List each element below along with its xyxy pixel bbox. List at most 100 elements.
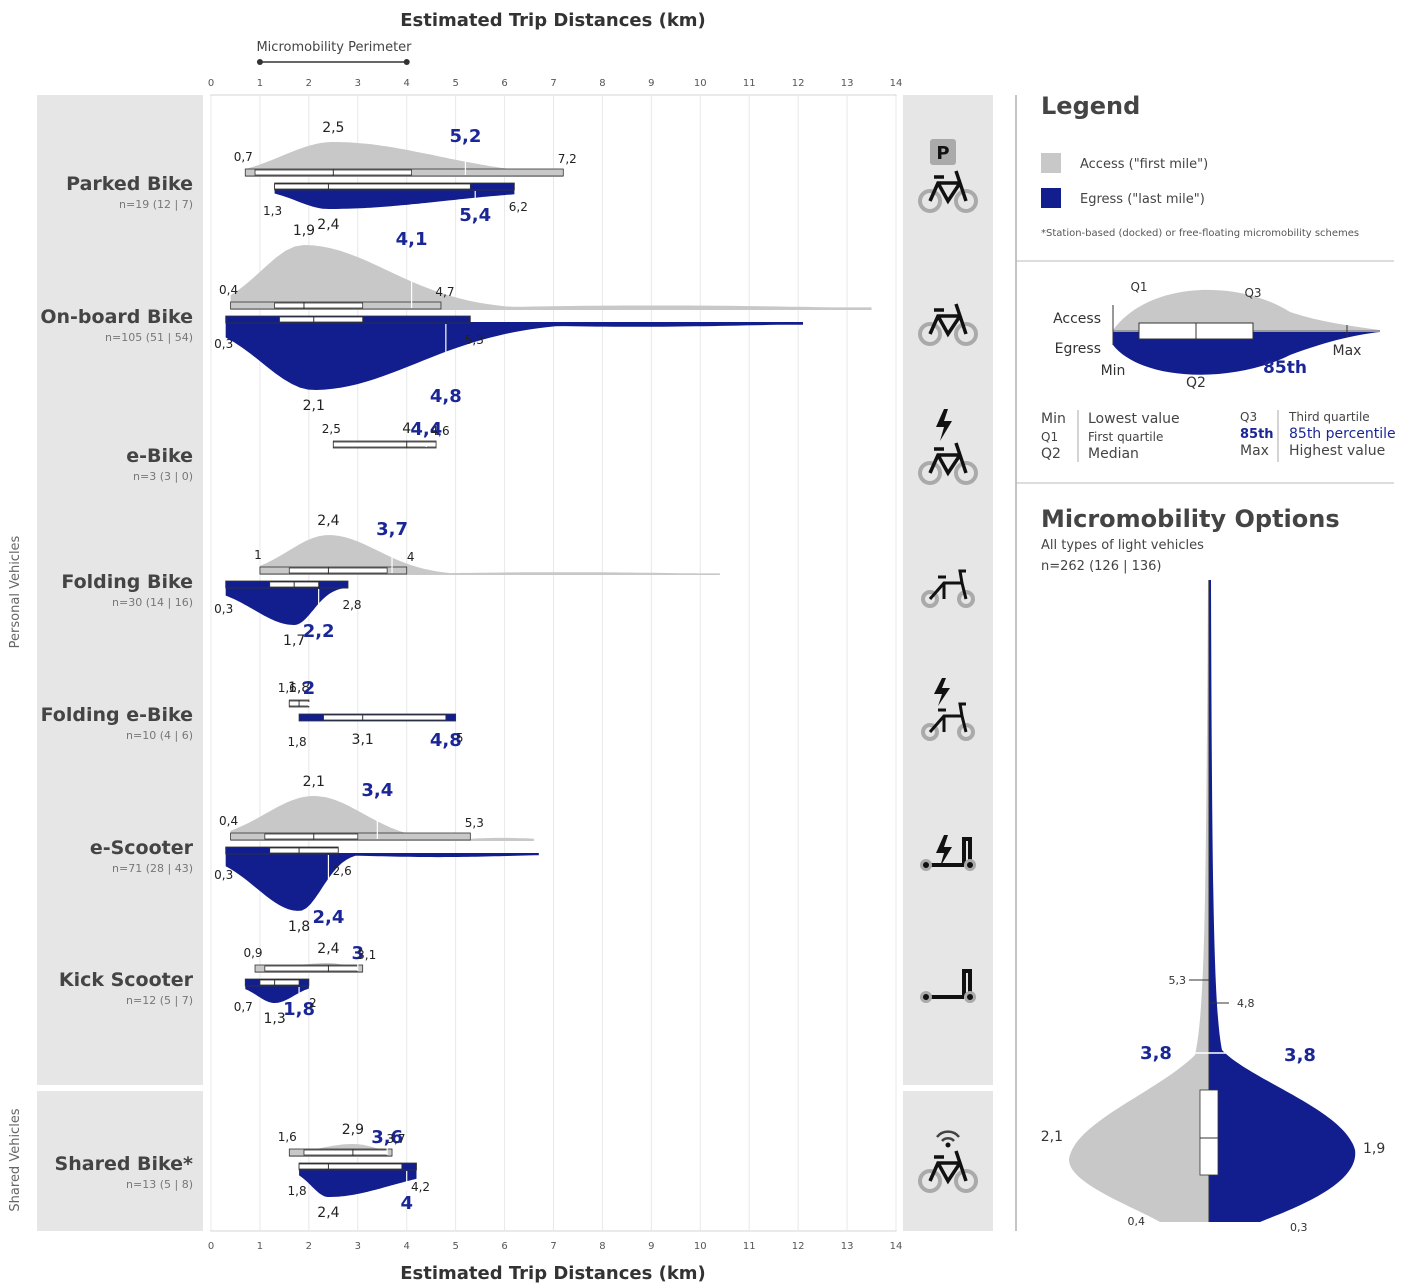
- tick-label: 0: [208, 78, 214, 89]
- egress-violin: [225, 853, 539, 911]
- perimeter-start: [256, 59, 263, 65]
- access-median-label: 2,1: [303, 774, 325, 790]
- access-max-label: 3,7: [386, 1132, 405, 1146]
- category-n: n=3 (3 | 0): [133, 470, 193, 483]
- legend-key-text: Highest value: [1289, 443, 1385, 459]
- category-label: On-board Bike: [40, 306, 193, 328]
- legend-p85-text: 85th: [1263, 358, 1307, 378]
- access-iqr-box: [274, 302, 364, 309]
- options-access-p85-label: 5,3: [1169, 974, 1187, 987]
- access-median-label: 1,8: [288, 680, 310, 696]
- legend-access-text: Access: [1053, 311, 1101, 327]
- options-violin: 5,3 4,8 3,8 3,8 2,1 1,9 0,4 0,3: [1041, 580, 1385, 1234]
- wheel: [954, 322, 978, 346]
- category-row: On-board Bike n=105 (51 | 54) 1,9 4,1 0,4 4,7…: [40, 223, 872, 414]
- bolt: [936, 409, 952, 441]
- egress-iqr-box: [279, 316, 364, 323]
- signal-arcs: [936, 1130, 960, 1142]
- parking-letter: P: [936, 143, 949, 164]
- access-min-label: 1,6: [278, 681, 297, 695]
- tick-label: 3: [355, 1241, 361, 1252]
- wheel: [918, 1169, 942, 1193]
- access-median-label: 2,5: [322, 120, 344, 136]
- egress-violin: [299, 1169, 417, 1197]
- egress-iqr-box: [274, 183, 471, 190]
- legend-egress-label: Egress ("last mile"): [1080, 192, 1205, 207]
- tick-label: 0: [208, 1241, 214, 1252]
- options-access-median-label: 3,8: [1140, 1043, 1172, 1064]
- stem: [962, 837, 972, 865]
- legend-key-text: First quartile: [1088, 430, 1163, 444]
- hub: [923, 994, 929, 1000]
- egress-iqr-box: [259, 979, 300, 986]
- frame: [928, 1150, 968, 1185]
- access-max-label: 3,1: [357, 948, 376, 962]
- egress-p85-label: 4: [400, 1193, 413, 1214]
- category-label: Folding Bike: [61, 571, 193, 593]
- axis-title-top: Estimated Trip Distances (km): [400, 10, 706, 31]
- access-min-label: 0,9: [243, 946, 262, 960]
- category-label: e-Scooter: [90, 837, 194, 859]
- legend-keys: Min Lowest value Q1 First quartile Q2 Median Q…: [1041, 410, 1396, 462]
- access-p85-label: 4,4: [410, 419, 442, 440]
- options-title: Micromobility Options: [1041, 505, 1340, 533]
- label-panel-personal: [37, 95, 203, 1085]
- wheel: [921, 723, 939, 741]
- egress-max-label: 2,8: [342, 598, 361, 612]
- egress-iqr-box: [323, 714, 447, 721]
- legend-key-abbr: Max: [1240, 443, 1269, 459]
- parked-bike-icon: P: [918, 139, 978, 213]
- legend-max-text: Max: [1333, 343, 1362, 359]
- access-median-label: 2,9: [342, 1122, 364, 1138]
- legend-min-text: Min: [1101, 363, 1126, 379]
- egress-min-label: 0,7: [234, 1000, 253, 1014]
- legend-key-abbr: Min: [1041, 411, 1066, 427]
- egress-p85-label: 1,8: [283, 999, 315, 1020]
- category-label: Shared Bike*: [55, 1153, 194, 1175]
- frame: [928, 702, 968, 733]
- wheel: [957, 590, 975, 608]
- tick-label: 13: [841, 1241, 854, 1252]
- tick-label: 5: [452, 78, 458, 89]
- tick-label: 12: [792, 78, 805, 89]
- egress-max-label: 2: [309, 996, 317, 1010]
- access-iqr-box: [303, 1149, 388, 1156]
- category-n: n=30 (14 | 16): [112, 596, 193, 609]
- options-iqr-box: [1199, 1089, 1219, 1176]
- egress-min-label: 0,3: [214, 868, 233, 882]
- x-axis-top: 0 1 2 3 4 5 6 7 8 9 10 11 12 13 14: [208, 78, 903, 89]
- perimeter-label: Micromobility Perimeter: [256, 40, 412, 55]
- egress-violin: [245, 985, 309, 1003]
- category-row: e-Bike n=3 (3 | 0) 4 4,4 2,5 4,6: [126, 419, 449, 483]
- tick-label: 8: [599, 1241, 605, 1252]
- tick-label: 9: [648, 1241, 654, 1252]
- access-max-label: 4,6: [431, 424, 450, 438]
- egress-min-label: 0,3: [214, 602, 233, 616]
- egress-max-label: 2,6: [333, 864, 352, 878]
- access-min-label: 2,5: [322, 422, 341, 436]
- legend-q1-label: Q1: [1130, 280, 1147, 294]
- legend-q2-text: Q2: [1186, 375, 1206, 391]
- legend-access-violin: [1113, 289, 1380, 330]
- access-violin: [259, 535, 720, 575]
- egress-p85-label: 2,2: [303, 621, 335, 642]
- category-n: n=19 (12 | 7): [119, 198, 193, 211]
- frame: [928, 569, 968, 600]
- category-n: n=12 (5 | 7): [126, 994, 193, 1007]
- access-max-label: 4: [407, 550, 415, 564]
- group-label-shared: Shared Vehicles: [8, 1108, 23, 1211]
- access-iqr-box: [264, 965, 359, 972]
- legend-note: *Station-based (docked) or free-floating…: [1041, 228, 1359, 239]
- access-p85-label: 3,6: [371, 1127, 403, 1148]
- egress-p85-label: 2,4: [312, 907, 344, 928]
- frame: [928, 170, 968, 205]
- e-scooter-icon: [920, 835, 976, 871]
- options-egress-violin: [1209, 580, 1356, 1222]
- category-label: Parked Bike: [66, 173, 193, 195]
- access-violin: [230, 796, 534, 841]
- access-p85-label: 5,2: [449, 126, 481, 147]
- legend-key-abbr: 85th: [1240, 427, 1274, 442]
- access-min-label: 1: [254, 548, 262, 562]
- folding-e-bike-icon: [921, 678, 975, 741]
